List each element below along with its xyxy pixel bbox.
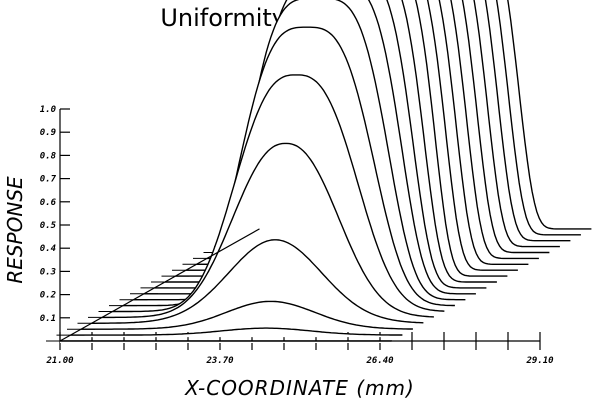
trace-mask xyxy=(81,301,413,332)
x-axis-label: X-COORDINATE (mm) xyxy=(185,376,415,400)
x-tick-label: 29.10 xyxy=(525,356,554,366)
y-tick-label: 0.7 xyxy=(40,175,57,185)
y-tick-label: 0.5 xyxy=(40,221,57,231)
trace-mask xyxy=(102,143,434,320)
response-trace xyxy=(102,142,434,319)
x-tick-label: 21.00 xyxy=(45,356,74,366)
y-tick-label: 0.1 xyxy=(40,314,56,324)
depth-axis-line xyxy=(59,228,260,342)
x-tick-label: 23.70 xyxy=(205,356,234,366)
y-tick-label: 0.4 xyxy=(40,244,56,254)
y-tick-label: 0.9 xyxy=(40,128,56,138)
x-tick-label: 26.40 xyxy=(365,356,394,366)
response-trace xyxy=(70,327,403,336)
response-trace xyxy=(112,74,445,313)
y-tick-label: 0.2 xyxy=(40,291,56,301)
response-trace xyxy=(91,239,424,324)
trace-mask xyxy=(91,239,424,326)
response-trace xyxy=(81,300,413,330)
y-tick-label: 1.0 xyxy=(40,105,57,115)
y-tick-label: 0.3 xyxy=(40,267,56,277)
y-tick-label: 0.6 xyxy=(40,198,57,208)
y-tick-label: 0.8 xyxy=(40,151,56,161)
